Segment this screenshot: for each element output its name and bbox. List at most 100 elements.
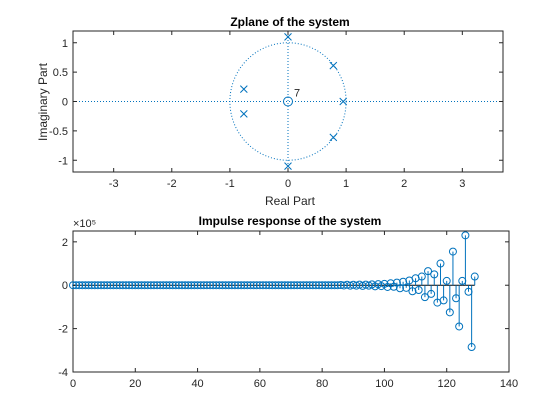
impulse-stem-marker xyxy=(109,281,118,290)
impulse-stem-marker xyxy=(187,281,196,290)
zplane-xtick-label: -3 xyxy=(109,178,119,190)
impulse-stem-marker xyxy=(318,281,327,290)
impulse-stem-marker xyxy=(439,296,448,305)
impulse-stem-marker xyxy=(414,286,423,295)
impulse-stem-marker xyxy=(128,281,137,290)
zplane-reference-lines xyxy=(73,31,503,172)
impulse-axes-box xyxy=(72,230,510,373)
unit-circle xyxy=(229,42,347,161)
impulse-ytick-label: 0 xyxy=(62,280,68,292)
pole-marker xyxy=(239,85,248,94)
impulse-stem-marker xyxy=(137,281,146,290)
impulse-stem-marker xyxy=(115,281,124,290)
impulse-stem-marker xyxy=(240,281,249,290)
impulse-stem-marker xyxy=(75,281,84,290)
zplane-xtick-label: 2 xyxy=(401,178,407,190)
impulse-stem-marker xyxy=(311,281,320,290)
zplane-ticks: -3 -2 -1 0 1 2 3 -1 -0.5 0 0.5 1 xyxy=(49,31,503,190)
impulse-stem-marker xyxy=(199,281,208,290)
zplane-ylabel: Imaginary Part xyxy=(36,62,50,141)
impulse-stem-marker xyxy=(283,281,292,290)
impulse-stem-marker xyxy=(327,281,336,290)
impulse-stem-marker xyxy=(227,281,236,290)
zplane-ytick-label: 1 xyxy=(62,38,68,50)
impulse-stem-marker xyxy=(221,281,230,290)
impulse-title: Impulse response of the system xyxy=(199,214,382,228)
impulse-ticks: 0 20 40 60 80 100 120 140 -4 -2 0 2 xyxy=(58,231,518,390)
zplane-xtick-label: 1 xyxy=(343,178,349,190)
impulse-stem-marker xyxy=(321,281,330,290)
impulse-stem-marker xyxy=(280,281,289,290)
impulse-stem-marker xyxy=(78,281,87,290)
impulse-stem-marker xyxy=(162,281,171,290)
impulse-stem-marker xyxy=(209,281,218,290)
impulse-stem-marker xyxy=(470,272,479,281)
impulse-stem-marker xyxy=(224,281,233,290)
impulse-stem-marker xyxy=(106,281,115,290)
impulse-stem-marker xyxy=(131,281,140,290)
zplane-plot: Zplane of the system -3 -2 -1 0 1 2 3 -1 -0.5 0 0.… xyxy=(36,15,504,208)
impulse-stem-marker xyxy=(467,343,476,352)
impulse-stem-marker xyxy=(237,281,246,290)
impulse-stem-marker xyxy=(90,281,99,290)
impulse-xtick-label: 0 xyxy=(70,378,76,390)
impulse-stem-marker xyxy=(436,259,445,268)
impulse-xtick-label: 60 xyxy=(254,378,266,390)
impulse-stem-marker xyxy=(399,277,408,286)
impulse-stem-marker xyxy=(81,281,90,290)
impulse-stem-marker xyxy=(396,284,404,293)
impulse-stem-marker xyxy=(190,281,199,290)
impulse-stem-marker xyxy=(445,308,454,317)
impulse-stem-marker xyxy=(324,281,333,290)
impulse-stem-marker xyxy=(262,281,271,290)
impulse-stem-marker xyxy=(424,267,433,276)
pole-marker xyxy=(239,109,248,118)
impulse-stem-marker xyxy=(308,281,317,290)
impulse-stem-marker xyxy=(193,281,202,290)
impulse-stem-marker xyxy=(346,281,355,290)
impulse-stem-marker xyxy=(118,281,127,290)
pole-marker xyxy=(284,162,292,170)
impulse-stem-marker xyxy=(196,281,205,290)
impulse-stems xyxy=(69,231,479,352)
impulse-stem-marker xyxy=(461,231,470,240)
zplane-xtick-label: 3 xyxy=(459,178,465,190)
impulse-y-exponent: ×10⁵ xyxy=(73,218,96,230)
impulse-stem-marker xyxy=(159,281,168,290)
impulse-stem-marker xyxy=(430,270,439,279)
impulse-stem-marker xyxy=(171,281,180,290)
impulse-stem-marker xyxy=(174,281,183,290)
impulse-stem-marker xyxy=(146,281,155,290)
impulse-ytick-label: -2 xyxy=(58,324,68,336)
impulse-stem-marker xyxy=(87,281,96,290)
impulse-xtick-label: 20 xyxy=(129,378,141,390)
impulse-xtick-label: 120 xyxy=(438,378,456,390)
impulse-stem-marker xyxy=(149,281,158,290)
impulse-stem-marker xyxy=(72,281,81,290)
impulse-stem-marker xyxy=(153,281,162,290)
impulse-stem-marker xyxy=(315,281,324,290)
impulse-stem-marker xyxy=(296,281,305,290)
zplane-xtick-label: -1 xyxy=(225,178,235,190)
impulse-stem-marker xyxy=(234,281,243,290)
impulse-stem-marker xyxy=(168,281,177,290)
pole-marker xyxy=(329,61,338,70)
impulse-stem-marker xyxy=(336,281,345,290)
impulse-stem-marker xyxy=(125,281,134,290)
impulse-stem-marker xyxy=(100,281,109,290)
impulse-stem-marker xyxy=(84,281,93,290)
impulse-stem-marker xyxy=(69,281,77,290)
impulse-stem-marker xyxy=(93,281,102,290)
impulse-stem-marker xyxy=(156,281,165,290)
zplane-xtick-label: 0 xyxy=(285,178,291,190)
zplane-markers: 7 xyxy=(239,33,348,170)
impulse-stem-marker xyxy=(112,281,121,290)
impulse-plot: Impulse response of the system ×10⁵ 0 20 4… xyxy=(58,214,518,390)
zplane-ytick-label: -1 xyxy=(58,155,68,167)
impulse-stem-marker xyxy=(349,280,358,289)
impulse-stem-marker xyxy=(420,293,429,302)
impulse-stem-marker xyxy=(181,281,190,290)
impulse-stem-marker xyxy=(97,281,106,290)
impulse-stem-marker xyxy=(258,281,267,290)
